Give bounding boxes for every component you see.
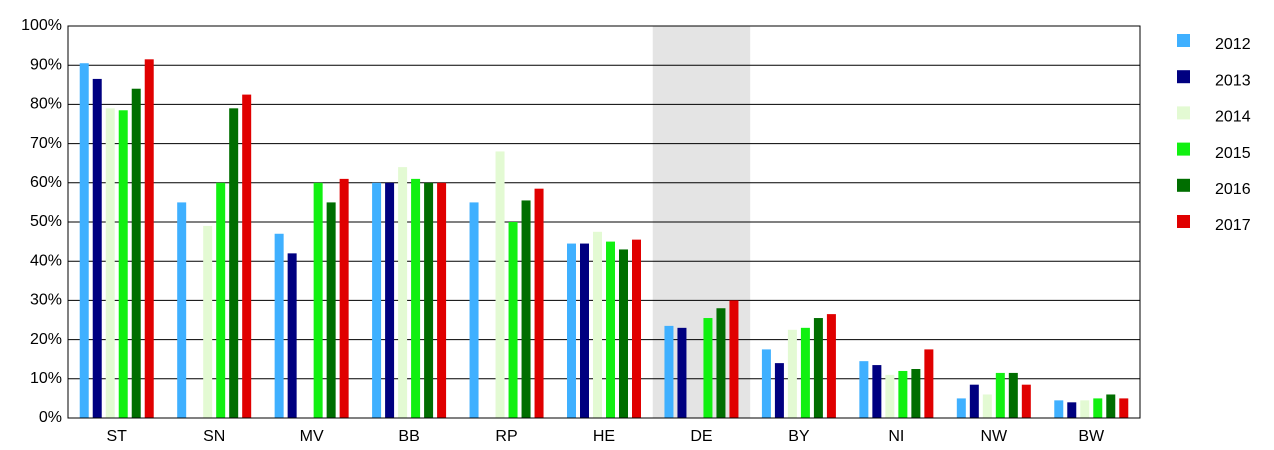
x-tick-label: RP xyxy=(495,428,517,445)
y-tick-label: 50% xyxy=(30,213,62,230)
bar xyxy=(79,63,89,419)
bar xyxy=(813,318,823,418)
bar xyxy=(716,308,726,418)
bar xyxy=(144,59,154,418)
bar xyxy=(1119,398,1129,418)
legend-swatch xyxy=(1177,70,1190,84)
bar xyxy=(872,365,882,418)
bar xyxy=(118,110,128,418)
bar xyxy=(469,202,479,418)
legend-swatch xyxy=(1177,106,1190,120)
bar xyxy=(1067,402,1077,418)
bar xyxy=(774,363,784,418)
x-tick-label: MV xyxy=(300,428,324,445)
x-tick-label: NI xyxy=(888,428,904,445)
bar xyxy=(216,182,226,418)
y-tick-label: 40% xyxy=(30,252,62,269)
bar xyxy=(203,225,213,418)
bar xyxy=(105,108,115,418)
bar xyxy=(969,384,979,418)
bar xyxy=(177,202,187,418)
bar xyxy=(92,78,102,419)
legend-label: 2016 xyxy=(1215,181,1251,198)
y-tick-label: 10% xyxy=(30,370,62,387)
bar xyxy=(956,398,966,418)
bar xyxy=(664,325,674,418)
x-tick-label: ST xyxy=(107,428,128,445)
bar xyxy=(885,374,895,418)
bar xyxy=(729,300,739,418)
legend-swatch xyxy=(1177,215,1190,228)
y-tick-label: 100% xyxy=(21,17,62,34)
bar xyxy=(859,361,869,418)
bar xyxy=(1054,400,1064,418)
bar xyxy=(131,88,141,418)
bar xyxy=(274,233,284,418)
bar xyxy=(619,249,628,418)
bar xyxy=(924,349,934,418)
bar xyxy=(437,182,447,418)
legend-swatch xyxy=(1177,34,1190,47)
bar xyxy=(1021,384,1031,418)
bar xyxy=(677,327,687,418)
x-tick-label: BW xyxy=(1078,428,1105,445)
bar xyxy=(982,394,992,418)
bar xyxy=(761,349,771,418)
y-tick-label: 90% xyxy=(30,56,62,73)
bar xyxy=(800,327,810,418)
bar xyxy=(995,372,1005,418)
bar xyxy=(606,241,615,418)
bar xyxy=(1008,372,1018,418)
bar xyxy=(1106,394,1116,418)
y-tick-label: 60% xyxy=(30,174,62,191)
y-tick-label: 30% xyxy=(30,292,62,309)
bar xyxy=(495,151,505,418)
x-tick-label: SN xyxy=(203,428,225,445)
bar xyxy=(580,243,589,418)
bar xyxy=(229,108,239,418)
bar xyxy=(787,329,797,418)
bar xyxy=(593,231,602,418)
legend-label: 2014 xyxy=(1215,109,1251,126)
bar xyxy=(1080,400,1090,418)
bar xyxy=(313,182,323,418)
bar xyxy=(703,318,713,418)
bar xyxy=(339,178,349,418)
bar xyxy=(826,314,836,418)
x-tick-label: BB xyxy=(398,428,419,445)
x-tick-label: DE xyxy=(690,428,712,445)
legend-label: 2012 xyxy=(1215,36,1251,53)
plot-border xyxy=(67,25,1141,419)
x-tick-label: NW xyxy=(980,428,1008,445)
bar xyxy=(424,182,434,418)
y-tick-label: 20% xyxy=(30,331,62,348)
bar xyxy=(508,222,518,418)
legend-swatch xyxy=(1177,178,1190,192)
y-tick-label: 0% xyxy=(39,409,62,426)
y-tick-label: 70% xyxy=(30,135,62,152)
bar xyxy=(326,202,336,418)
bar xyxy=(287,253,297,418)
bar xyxy=(372,182,382,418)
legend-label: 2013 xyxy=(1215,72,1251,89)
legend-swatch xyxy=(1177,142,1190,156)
legend-label: 2017 xyxy=(1215,217,1251,234)
legend-label: 2015 xyxy=(1215,145,1251,162)
bar xyxy=(534,188,544,418)
bar xyxy=(242,94,252,418)
bar xyxy=(521,200,531,418)
bar xyxy=(898,370,908,418)
x-tick-label: HE xyxy=(593,428,615,445)
y-tick-label: 80% xyxy=(30,96,62,113)
bar xyxy=(411,178,421,418)
bar xyxy=(567,243,576,418)
bar xyxy=(398,167,408,418)
bar xyxy=(1093,398,1103,418)
x-tick-label: BY xyxy=(788,428,810,445)
bar xyxy=(385,182,395,418)
bar xyxy=(911,369,921,418)
bar xyxy=(632,239,641,418)
